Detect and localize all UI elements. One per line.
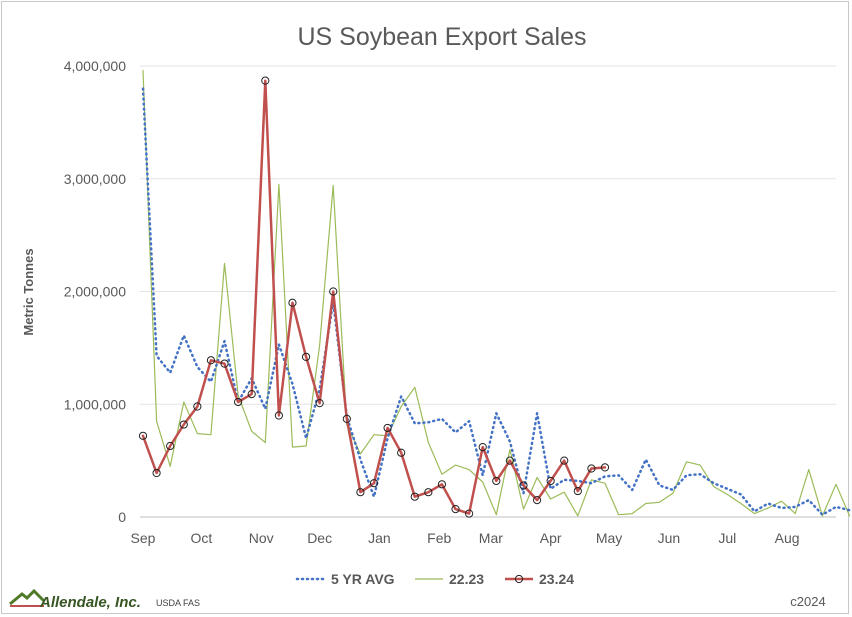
data-point-marker — [138, 431, 148, 440]
x-tick-label: Jun — [658, 530, 681, 546]
legend-label: 5 YR AVG — [331, 571, 395, 587]
data-point-marker — [193, 402, 202, 411]
x-tick-label: Mar — [479, 530, 503, 546]
source-label: USDA FAS — [156, 598, 200, 608]
data-point-marker — [274, 411, 283, 420]
series-line-22-23 — [142, 69, 851, 517]
allendale-logo: Allendale, Inc. — [9, 588, 141, 611]
x-tick-label: Jul — [718, 530, 736, 546]
y-tick-label: 4,000,000 — [64, 58, 126, 74]
x-tick-label: Aug — [775, 530, 800, 546]
data-point-marker — [261, 76, 270, 85]
data-point-marker — [532, 495, 542, 505]
data-point-marker — [465, 509, 474, 518]
data-point-marker — [410, 492, 419, 501]
data-point-marker — [166, 441, 175, 451]
chart-title: US Soybean Export Sales — [297, 23, 586, 51]
data-point-marker — [573, 486, 582, 496]
data-point-marker — [152, 468, 161, 478]
y-axis-label: Metric Tonnes — [21, 248, 36, 335]
data-point-marker — [478, 442, 487, 452]
data-point-marker — [492, 476, 501, 486]
data-point-marker — [315, 399, 324, 408]
y-tick-label: 1,000,000 — [64, 396, 126, 412]
data-point-marker — [301, 352, 311, 361]
x-tick-label: Jan — [368, 530, 391, 546]
x-tick-labels: Sep Oct Nov Dec Jan Feb Mar Apr May Jun Jul Aug — [131, 530, 800, 546]
data-point-marker — [424, 488, 433, 497]
data-point-marker — [397, 448, 406, 457]
copyright-label: c2024 — [790, 594, 825, 609]
logo-mountain-icon — [9, 588, 46, 606]
data-point-marker — [519, 481, 528, 490]
y-tick-labels: 0 1,000,000 2,000,000 3,000,000 4,000,000 — [64, 58, 127, 525]
series-layer — [138, 69, 851, 518]
y-tick-label: 3,000,000 — [64, 171, 126, 187]
x-tick-label: Dec — [307, 530, 332, 546]
data-point-marker — [546, 476, 555, 486]
data-point-marker — [505, 456, 514, 465]
data-point-marker — [329, 287, 338, 296]
data-point-marker — [600, 463, 610, 472]
x-tick-label: Feb — [427, 530, 451, 546]
legend: 5 YR AVG 22.23 23.24 — [295, 571, 574, 587]
data-point-marker — [247, 390, 256, 399]
legend-label: 22.23 — [449, 571, 484, 587]
data-point-marker — [451, 505, 460, 514]
data-point-marker — [587, 464, 596, 473]
grid-layer — [140, 65, 836, 518]
data-point-marker — [356, 488, 365, 497]
legend-marker — [514, 574, 524, 584]
data-point-marker — [288, 298, 297, 307]
data-point-marker — [437, 480, 447, 489]
data-point-marker — [206, 356, 216, 365]
data-point-marker — [342, 414, 351, 424]
x-tick-label: Nov — [249, 530, 274, 546]
y-tick-label: 2,000,000 — [64, 284, 126, 300]
x-tick-label: Apr — [540, 530, 562, 546]
data-point-marker — [220, 359, 229, 368]
legend-label: 23.24 — [539, 571, 574, 587]
data-point-marker — [369, 479, 379, 488]
data-point-marker — [179, 420, 188, 429]
x-tick-label: Sep — [131, 530, 156, 546]
x-tick-label: Oct — [191, 530, 213, 546]
data-point-marker — [560, 456, 569, 465]
x-tick-label: May — [596, 530, 622, 546]
data-point-marker — [234, 397, 243, 407]
series-line-23-24 — [141, 79, 607, 515]
series-line-5-yr-avg — [141, 87, 851, 516]
y-tick-label: 0 — [118, 509, 126, 525]
logo-text: Allendale, Inc. — [39, 594, 141, 611]
data-point-marker — [383, 423, 392, 433]
